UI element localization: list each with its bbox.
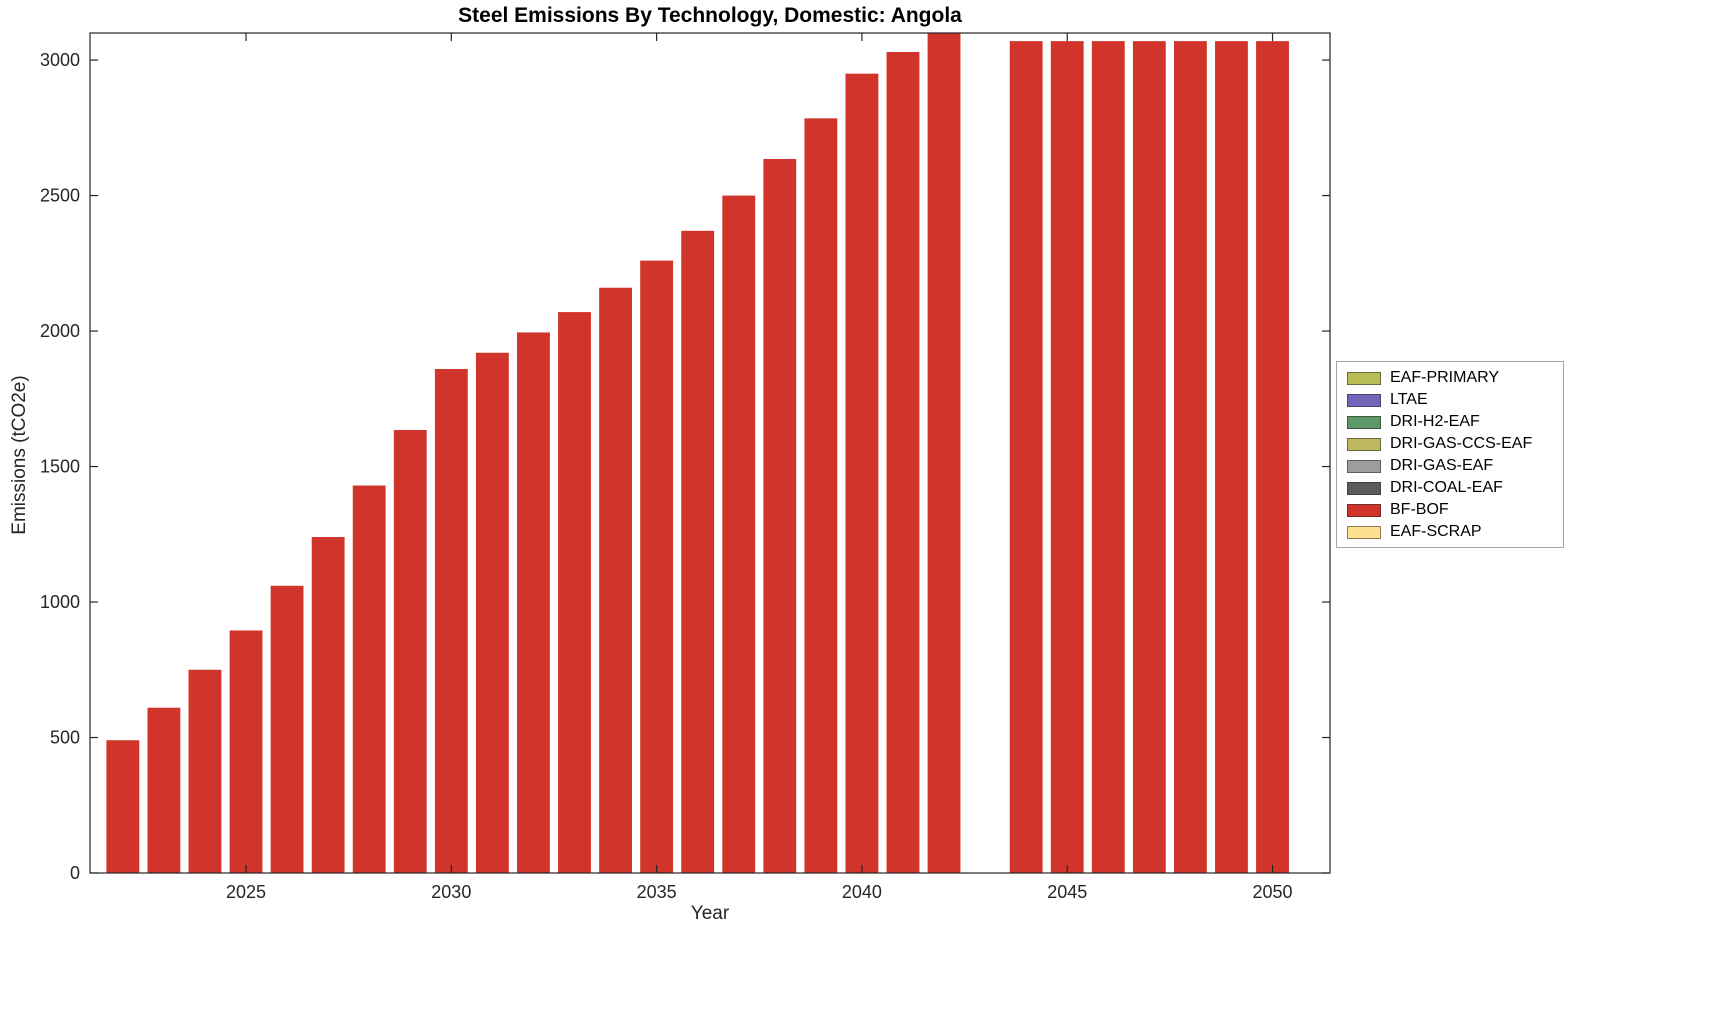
x-tick-label: 2045 — [1047, 882, 1087, 902]
legend-swatch — [1347, 481, 1381, 495]
bar-2047 — [1132, 41, 1166, 873]
legend-label: LTAE — [1390, 391, 1428, 408]
bar-2037 — [722, 195, 756, 873]
x-tick-label: 2030 — [431, 882, 471, 902]
bar-2033 — [558, 312, 591, 874]
legend-swatch — [1347, 525, 1381, 539]
bar-2040 — [845, 73, 879, 873]
bar-2035 — [640, 260, 674, 873]
bar-2048 — [1173, 41, 1207, 873]
legend-item-bf-bof: BF-BOF — [1337, 499, 1563, 521]
x-tick-label: 2040 — [842, 882, 882, 902]
legend-item-dri-gas-eaf: DRI-GAS-EAF — [1337, 455, 1563, 477]
x-axis-label: Year — [690, 903, 730, 924]
y-tick-label: 1000 — [40, 592, 80, 612]
legend-swatch — [1347, 437, 1381, 451]
legend-swatch — [1347, 393, 1381, 407]
legend-item-eaf-primary: EAF-PRIMARY — [1337, 367, 1563, 389]
legend-label: EAF-SCRAP — [1390, 523, 1482, 540]
legend-item-dri-h2-eaf: DRI-H2-EAF — [1337, 411, 1563, 433]
bar-2024 — [188, 669, 222, 873]
bar-2044 — [1009, 41, 1043, 873]
legend-item-ltae: LTAE — [1337, 389, 1563, 411]
bar-2027 — [311, 537, 345, 873]
legend-label: DRI-GAS-EAF — [1390, 457, 1494, 474]
bar-2031 — [475, 352, 509, 873]
bar-2025 — [229, 630, 263, 873]
bar-2038 — [763, 159, 797, 873]
bar-2023 — [147, 707, 181, 873]
bar-2028 — [352, 485, 386, 873]
bar-2036 — [681, 230, 715, 873]
bar-2050 — [1256, 41, 1289, 873]
legend-label: BF-BOF — [1390, 501, 1449, 518]
legend: EAF-PRIMARY LTAE DRI-H2-EAF DRI-GAS-CCS-EAF… — [1336, 361, 1564, 548]
bar-2046 — [1091, 41, 1125, 873]
bar-2030 — [434, 369, 468, 873]
legend-swatch — [1347, 459, 1381, 473]
bar-2032 — [517, 332, 550, 873]
y-tick-label: 1500 — [40, 457, 80, 477]
bar-2039 — [804, 118, 838, 874]
x-tick-label: 2050 — [1252, 882, 1292, 902]
bar-2045 — [1050, 41, 1084, 873]
legend-item-dri-gas-ccs-eaf: DRI-GAS-CCS-EAF — [1337, 433, 1563, 455]
legend-label: DRI-H2-EAF — [1390, 413, 1480, 430]
bar-2034 — [599, 287, 632, 874]
legend-label: DRI-GAS-CCS-EAF — [1390, 435, 1533, 452]
bar-2041 — [886, 51, 920, 874]
legend-item-dri-coal-eaf: DRI-COAL-EAF — [1337, 477, 1563, 499]
axes-box — [89, 32, 1331, 874]
chart-title: Steel Emissions By Technology, Domestic:… — [458, 4, 962, 27]
y-tick-label: 2000 — [40, 321, 80, 341]
legend-label: DRI-COAL-EAF — [1390, 479, 1503, 496]
x-tick-label: 2025 — [226, 882, 266, 902]
legend-label: EAF-PRIMARY — [1390, 369, 1500, 386]
legend-swatch — [1347, 503, 1381, 517]
legend-swatch — [1347, 371, 1381, 385]
y-tick-label: 0 — [70, 863, 80, 883]
y-tick-label: 3000 — [40, 50, 80, 70]
legend-item-eaf-scrap: EAF-SCRAP — [1337, 521, 1563, 543]
legend-swatch — [1347, 415, 1381, 429]
bar-2042 — [927, 33, 961, 873]
x-tick-label: 2035 — [637, 882, 677, 902]
bar-2026 — [270, 585, 304, 873]
bar-2049 — [1215, 41, 1248, 873]
bar-2029 — [393, 429, 427, 873]
y-tick-label: 2500 — [40, 186, 80, 206]
bar-2022 — [106, 740, 140, 873]
y-tick-label: 500 — [50, 728, 80, 748]
